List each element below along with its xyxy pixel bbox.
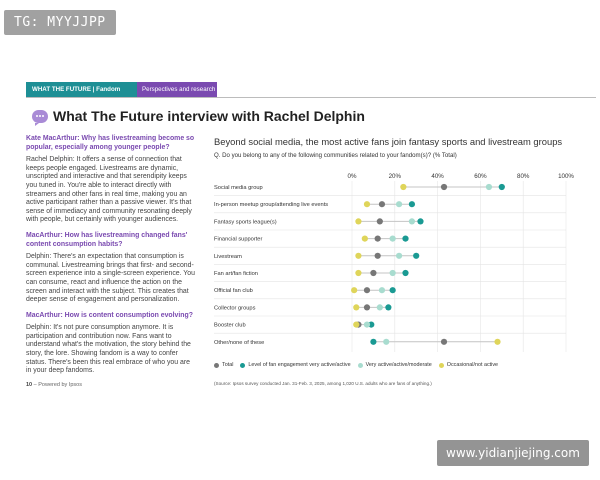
dot-active bbox=[389, 269, 396, 277]
dot-active bbox=[378, 287, 386, 294]
dot-total bbox=[374, 235, 381, 242]
dot-total bbox=[376, 218, 383, 225]
powered-by: Powered by Ipsos bbox=[38, 382, 82, 388]
dot-active bbox=[395, 201, 403, 208]
dot-occasional bbox=[494, 338, 501, 345]
page-title: What The Future interview with Rachel De… bbox=[53, 108, 365, 124]
page-footer: 10 – Powered by Ipsos bbox=[26, 382, 82, 388]
header-band: WHAT THE FUTURE | Fandom Perspectives an… bbox=[26, 82, 217, 97]
watermark-bottom: www.yidianjiejing.com bbox=[437, 440, 589, 466]
category-label: Booster club bbox=[214, 323, 246, 329]
dot-total bbox=[440, 338, 448, 345]
section-label: WHAT THE FUTURE | Fandom bbox=[26, 82, 137, 97]
dot-occasional bbox=[353, 321, 360, 328]
dot-very-active bbox=[417, 218, 424, 225]
legend-label-active: Very active/active/moderate bbox=[365, 362, 432, 368]
x-tick-label: 60% bbox=[474, 173, 487, 180]
dot-very-active bbox=[389, 287, 396, 294]
dot-total bbox=[374, 252, 381, 259]
dot-active bbox=[395, 252, 403, 259]
dot-active bbox=[363, 321, 371, 328]
dot-very-active bbox=[408, 201, 416, 208]
legend-label-very-active: Level of fan engagement very active/acti… bbox=[248, 362, 351, 368]
dot-occasional bbox=[400, 183, 407, 191]
dot-very-active bbox=[413, 252, 420, 259]
category-label: Financial supporter bbox=[214, 237, 262, 243]
dot-total bbox=[363, 287, 371, 294]
divider bbox=[26, 97, 596, 98]
dot-very-active bbox=[368, 321, 375, 328]
interview-question-3: MacArthur: How is content consumption ev… bbox=[26, 311, 193, 319]
dot-very-active bbox=[385, 304, 392, 311]
legend: Total Level of fan engagement very activ… bbox=[214, 362, 505, 368]
legend-swatch-very-active bbox=[240, 362, 246, 368]
dot-active bbox=[383, 338, 390, 345]
category-label: In-person meetup group/attending live ev… bbox=[214, 202, 328, 208]
dot-occasional bbox=[355, 218, 362, 225]
legend-swatch-active bbox=[357, 362, 363, 368]
legend-swatch-total bbox=[214, 362, 219, 368]
dot-occasional bbox=[355, 252, 362, 259]
legend-swatch-occasional bbox=[438, 362, 444, 368]
dot-very-active bbox=[370, 338, 377, 345]
x-tick-label: 80% bbox=[517, 173, 530, 180]
interview-column: Kate MacArthur: Why has livestreaming be… bbox=[26, 135, 196, 383]
dot-active bbox=[389, 235, 396, 242]
dot-very-active bbox=[402, 269, 409, 277]
dot-total bbox=[370, 269, 377, 277]
category-label: Social media group bbox=[214, 185, 263, 191]
x-tick-label: 100% bbox=[558, 173, 574, 180]
watermark-top: TG: MYYJJPP bbox=[4, 10, 116, 35]
dot-total bbox=[440, 183, 448, 191]
page-number: 10 bbox=[26, 382, 33, 388]
category-label: Other/none of these bbox=[214, 340, 264, 346]
dot-occasional bbox=[363, 201, 371, 208]
dot-total bbox=[363, 304, 371, 311]
x-tick-label: 0% bbox=[348, 173, 357, 180]
dot-occasional bbox=[351, 287, 358, 294]
x-tick-label: 20% bbox=[389, 173, 402, 180]
x-tick-label: 40% bbox=[431, 173, 444, 180]
chart-source: (Source: Ipsos survey conducted Jan. 31-… bbox=[214, 381, 432, 386]
category-label: Official fan club bbox=[214, 288, 253, 294]
tag-label: Perspectives and research bbox=[137, 82, 217, 97]
legend-label-occasional: Occasional/not active bbox=[446, 362, 499, 368]
legend-label-total: Total bbox=[222, 362, 234, 368]
interview-answer-3: Delphin: It's not pure consumption anymo… bbox=[26, 324, 191, 375]
legend-item-occasional: Occasional/not active bbox=[438, 362, 499, 368]
interview-answer-2: Delphin: There's an expectation that con… bbox=[26, 253, 195, 304]
dot-total bbox=[378, 201, 386, 208]
interview-question-2: MacArthur: How has livestreaming changed… bbox=[26, 231, 188, 248]
category-label: Fantasy sports league(s) bbox=[214, 219, 277, 225]
category-label: Fan art/fan fiction bbox=[214, 271, 258, 277]
dot-active bbox=[485, 183, 493, 191]
legend-item-very-active: Level of fan engagement very active/acti… bbox=[240, 362, 351, 368]
interview-question-1: Kate MacArthur: Why has livestreaming be… bbox=[26, 135, 195, 151]
dot-occasional bbox=[353, 304, 360, 311]
dot-occasional bbox=[355, 269, 362, 277]
dot-very-active bbox=[402, 235, 409, 242]
chart-title: Beyond social media, the most active fan… bbox=[214, 136, 563, 147]
dot-very-active bbox=[498, 183, 505, 191]
chat-bubble-icon bbox=[32, 109, 48, 126]
chart-question: Q. Do you belong to any of the following… bbox=[214, 152, 457, 159]
dot-occasional bbox=[361, 235, 368, 242]
legend-item-total: Total bbox=[214, 362, 233, 368]
dot-active bbox=[408, 218, 416, 225]
dot-active bbox=[376, 304, 383, 311]
interview-answer-1: Rachel Delphin: It offers a sense of con… bbox=[26, 156, 192, 224]
category-label: Livestream bbox=[214, 254, 242, 260]
legend-item-active: Very active/active/moderate bbox=[357, 362, 432, 368]
category-label: Collector groups bbox=[214, 305, 256, 311]
title-row: What The Future interview with Rachel De… bbox=[32, 108, 365, 126]
